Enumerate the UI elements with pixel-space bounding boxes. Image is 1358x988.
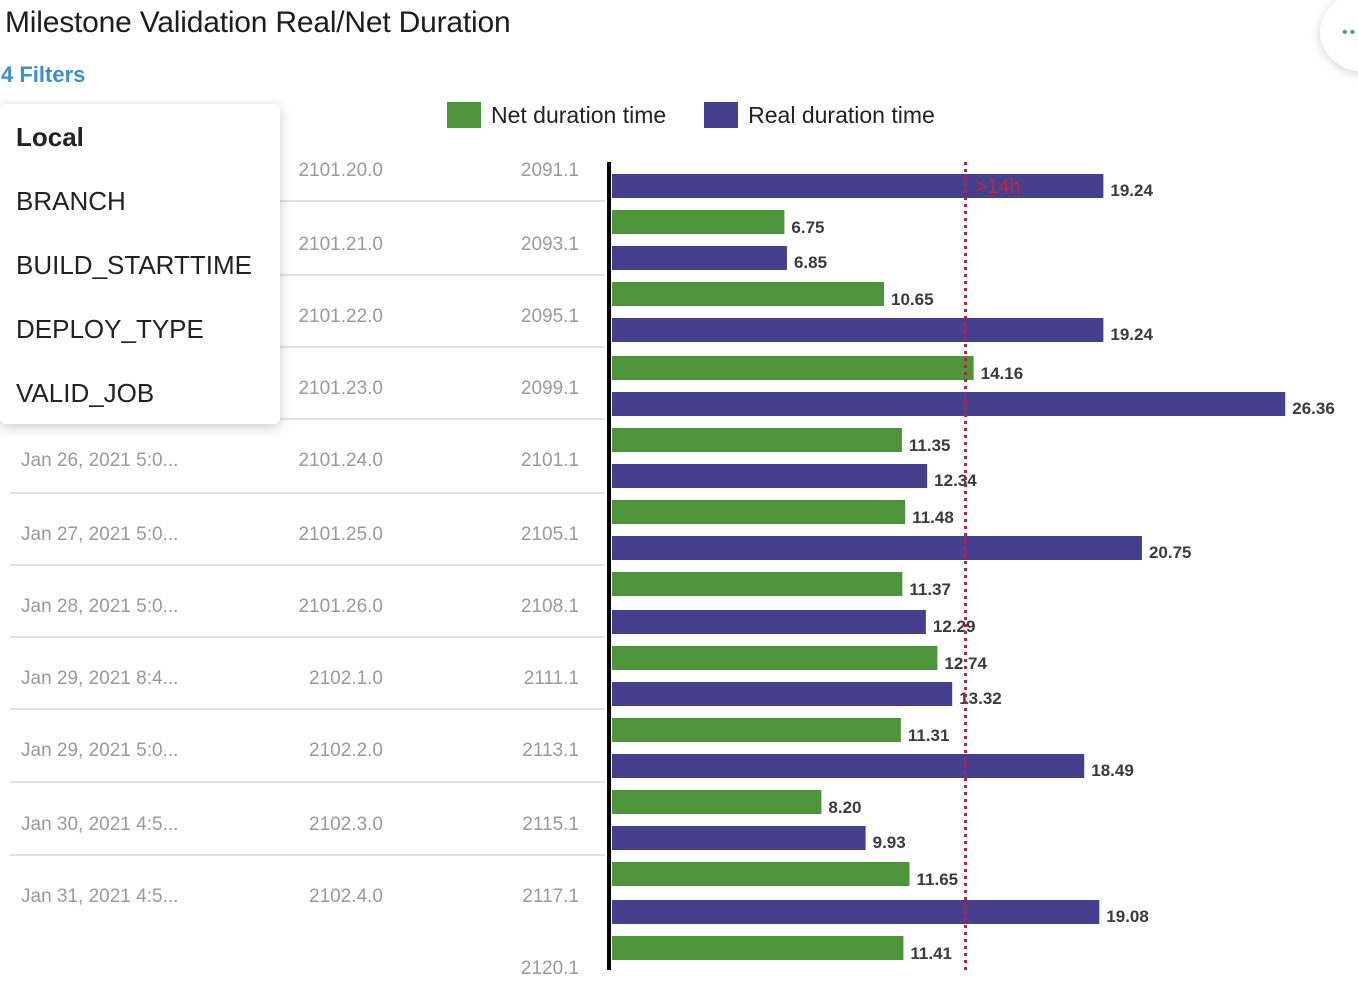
- bar-real: [612, 174, 1104, 198]
- chart-legend: Net duration time Real duration time: [447, 100, 973, 130]
- bar-real: [612, 246, 787, 270]
- date-label: Jan 26, 2021 5:0...: [21, 450, 178, 471]
- branch-label: 2102.4.0: [309, 886, 383, 907]
- value-label-real: 13.32: [959, 689, 1002, 708]
- dropdown-item-valid-job[interactable]: VALID_JOB: [16, 378, 155, 408]
- value-label-real: 12.34: [934, 471, 977, 490]
- bar-real: [612, 754, 1085, 778]
- legend-label-real: Real duration time: [748, 101, 935, 128]
- build-label: 2120.1: [521, 958, 579, 979]
- value-label-net: 14.16: [981, 364, 1024, 383]
- value-label-real: 9.93: [873, 833, 906, 852]
- date-label: Jan 29, 2021 8:4...: [21, 668, 178, 689]
- bar-real: [612, 464, 928, 488]
- bar-real: [612, 682, 953, 706]
- chart-title: Milestone Validation Real/Net Duration: [5, 6, 511, 39]
- branch-label: 2101.25.0: [298, 524, 383, 545]
- bar-net: [612, 718, 901, 742]
- value-label-real: 19.24: [1110, 325, 1153, 344]
- value-label-net: 11.37: [909, 580, 951, 599]
- dropdown-item-build-starttime[interactable]: BUILD_STARTTIME: [16, 250, 252, 280]
- value-label-net: 11.48: [912, 508, 954, 527]
- build-label: 2095.1: [521, 306, 579, 327]
- filter-dropdown: Local BRANCH BUILD_STARTTIME DEPLOY_TYPE…: [0, 104, 280, 424]
- legend-swatch-real: [704, 102, 739, 128]
- bar-net: [612, 210, 785, 234]
- branch-label: 2101.20.0: [298, 160, 383, 181]
- bar-real: [612, 318, 1104, 342]
- value-label-net: 11.41: [910, 944, 952, 963]
- threshold-label: >14h: [976, 176, 1021, 198]
- dropdown-item-deploy-type[interactable]: DEPLOY_TYPE: [16, 314, 204, 344]
- date-label: Jan 31, 2021 4:5...: [21, 886, 178, 907]
- build-label: 2113.1: [522, 740, 579, 761]
- value-label-net: 11.65: [917, 870, 959, 889]
- build-label: 2108.1: [521, 596, 579, 617]
- date-label: Jan 29, 2021 5:0...: [21, 740, 178, 761]
- bar-real: [612, 392, 1286, 416]
- branch-label: 2101.23.0: [298, 378, 383, 399]
- bar-real: [612, 536, 1142, 560]
- bar-real: [612, 826, 866, 850]
- branch-label: 2102.2.0: [309, 740, 383, 761]
- value-label-net: 11.35: [909, 436, 951, 455]
- date-label: Jan 28, 2021 5:0...: [21, 596, 178, 617]
- bar-net: [612, 936, 904, 960]
- value-label-real: 19.08: [1106, 907, 1149, 926]
- bar-net: [612, 500, 906, 524]
- value-label-real: 12.29: [933, 617, 976, 636]
- branch-label: 2101.22.0: [298, 306, 383, 327]
- value-label-net: 8.20: [828, 798, 861, 817]
- build-label: 2093.1: [521, 234, 579, 255]
- branch-label: 2101.21.0: [298, 234, 383, 255]
- filters-link[interactable]: 4 Filters: [1, 62, 86, 87]
- value-label-real: 19.24: [1110, 181, 1153, 200]
- bar-net: [612, 572, 903, 596]
- build-label: 2111.1: [524, 668, 579, 689]
- date-label: Jan 27, 2021 5:0...: [21, 524, 178, 545]
- value-label-net: 12.74: [944, 654, 987, 673]
- value-label-real: 18.49: [1091, 761, 1134, 780]
- build-label: 2105.1: [521, 524, 579, 545]
- dropdown-item-branch[interactable]: BRANCH: [16, 186, 126, 216]
- more-options-icon: ••: [1342, 24, 1358, 41]
- bar-net: [612, 282, 885, 306]
- value-label-net: 11.31: [908, 726, 950, 745]
- dropdown-header: Local: [16, 122, 84, 152]
- date-label: Jan 30, 2021 4:5...: [21, 814, 178, 835]
- branch-label: 2102.1.0: [309, 668, 383, 689]
- bar-net: [612, 428, 902, 452]
- bar-real: [612, 900, 1100, 924]
- branch-label: 2101.24.0: [298, 450, 383, 471]
- build-label: 2117.1: [522, 886, 579, 907]
- value-label-net: 6.75: [791, 218, 824, 237]
- value-label-real: 20.75: [1149, 543, 1192, 562]
- build-label: 2101.1: [521, 450, 579, 471]
- legend-label-net: Net duration time: [491, 101, 667, 128]
- build-label: 2099.1: [521, 378, 579, 399]
- legend-item-net[interactable]: Net duration time: [447, 102, 666, 129]
- bar-net: [612, 356, 974, 380]
- build-label: 2091.1: [521, 160, 579, 181]
- bar-net: [612, 646, 938, 670]
- bar-real: [612, 610, 926, 634]
- legend-item-real[interactable]: Real duration time: [704, 102, 935, 129]
- value-label-real: 26.36: [1292, 399, 1335, 418]
- bar-net: [612, 790, 822, 814]
- bar-net: [612, 862, 910, 886]
- branch-label: 2101.26.0: [298, 596, 383, 617]
- build-label: 2115.1: [522, 814, 579, 835]
- value-label-real: 6.85: [794, 253, 827, 272]
- value-label-net: 10.65: [891, 290, 934, 309]
- branch-label: 2102.3.0: [309, 814, 383, 835]
- legend-swatch-net: [447, 102, 481, 128]
